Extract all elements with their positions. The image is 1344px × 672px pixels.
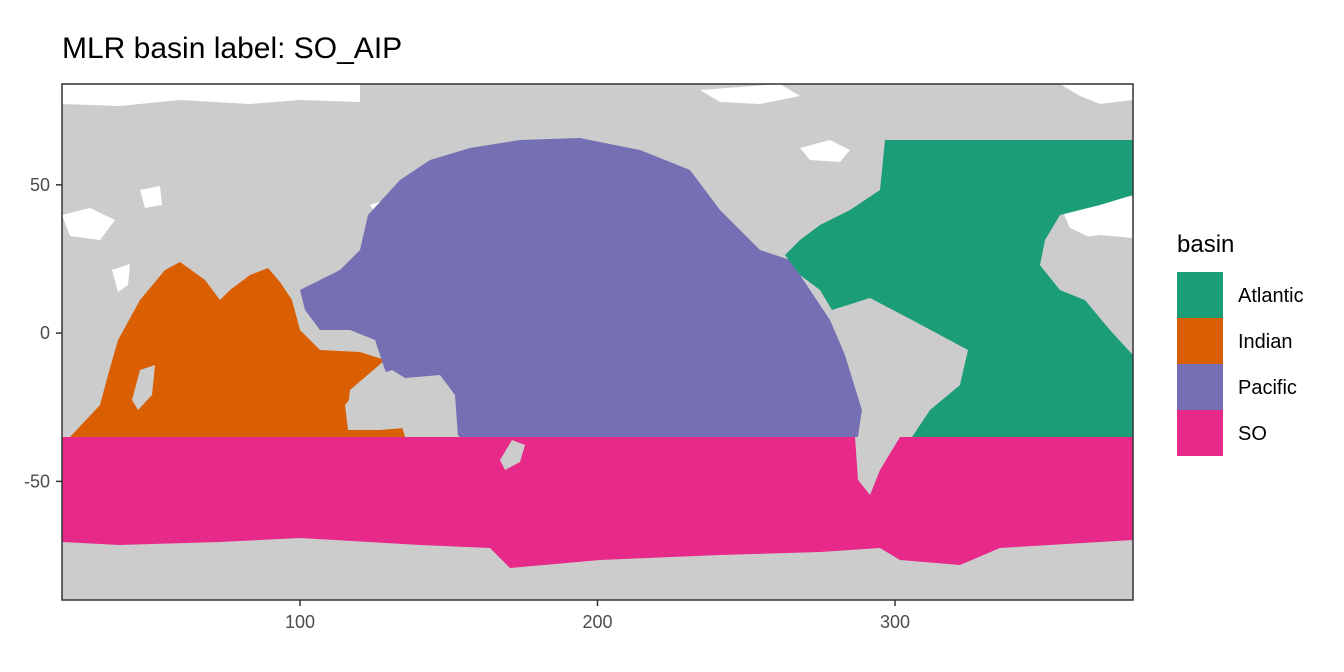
caspian-sea	[140, 186, 162, 208]
legend-swatch-pacific	[1177, 364, 1223, 410]
basin-region-atlantic	[785, 140, 1133, 437]
legend-swatch-so	[1177, 410, 1223, 456]
legend-label-so: SO	[1238, 423, 1267, 445]
x-tick-label: 100	[285, 612, 315, 632]
y-tick-label: 0	[40, 323, 50, 343]
map-title: MLR basin label: SO_AIP	[62, 32, 402, 65]
map-panel	[61, 83, 1134, 601]
legend: basin Atlantic Indian Pacific SO	[1177, 231, 1304, 456]
x-axis: 100 200 300	[285, 600, 910, 632]
y-tick-label: -50	[24, 471, 50, 491]
legend-swatch-atlantic	[1177, 272, 1223, 318]
x-tick-label: 300	[880, 612, 910, 632]
red-sea	[112, 264, 130, 292]
hudson-bay	[800, 140, 850, 162]
legend-label-indian: Indian	[1238, 331, 1293, 353]
madagascar	[132, 365, 155, 410]
south-america	[832, 298, 968, 437]
y-axis: 50 0 -50	[24, 175, 62, 491]
legend-label-atlantic: Atlantic	[1238, 285, 1304, 307]
x-tick-label: 200	[582, 612, 612, 632]
black-sea	[62, 208, 115, 240]
arctic-water-east	[1060, 84, 1133, 104]
australia	[345, 370, 458, 440]
legend-label-pacific: Pacific	[1238, 377, 1297, 399]
africa-west	[1040, 235, 1133, 355]
y-tick-label: 50	[30, 175, 50, 195]
legend-swatch-indian	[1177, 318, 1223, 364]
legend-items: Atlantic Indian Pacific SO	[1177, 272, 1304, 456]
arctic-water-center	[700, 84, 800, 104]
new-zealand	[500, 440, 525, 470]
basin-region-pacific	[300, 138, 862, 437]
legend-title: basin	[1177, 231, 1234, 258]
arctic-water-west	[62, 84, 360, 106]
south-america-tip	[855, 437, 900, 495]
